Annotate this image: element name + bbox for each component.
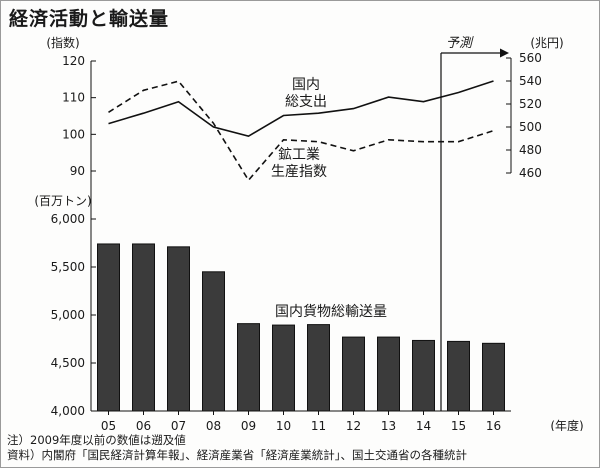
x-label-08: 08 <box>206 419 221 431</box>
series-line-1 <box>108 80 494 182</box>
forecast-arrow-head <box>500 48 509 58</box>
bar-tick-label-4: 6,000 <box>51 212 85 226</box>
x-label-06: 06 <box>136 419 151 431</box>
left-tick-label-120: 120 <box>62 54 85 68</box>
series-label-1-1: 生産指数 <box>271 164 327 180</box>
x-label-14: 14 <box>416 419 431 431</box>
series-line-0 <box>108 80 494 138</box>
right-tick-label-500: 500 <box>519 120 542 134</box>
bar-tick-label-3: 5,500 <box>51 260 85 274</box>
chart-svg: 90 100 110 120 460 480 500 520 540 560 4,000 4,500 5… <box>34 35 583 431</box>
series-label-0-0: 国内 <box>292 77 320 93</box>
left-tick-label-100: 100 <box>62 127 85 141</box>
x-label-15: 15 <box>451 419 466 431</box>
series-label-1-0: 鉱工業 <box>278 146 320 163</box>
footnote: 注）2009年度以前の数値は遡及値 <box>7 433 186 447</box>
bar-series-label: 国内貨物総輸送量 <box>275 303 387 320</box>
x-unit-label: (年度) <box>550 418 583 431</box>
x-label-10: 10 <box>276 419 291 431</box>
bar-07 <box>167 246 190 412</box>
x-label-16: 16 <box>486 419 501 431</box>
bar-16 <box>482 342 505 412</box>
bar-unit-label: (百万トン) <box>34 194 91 208</box>
bar-10 <box>272 324 295 412</box>
source-note: 資料）内閣府「国民経済計算年報」、経済産業省「経済産業統計」、国土交通省の各種統… <box>7 448 467 462</box>
bar-09 <box>237 323 260 412</box>
x-label-11: 11 <box>311 419 326 431</box>
right-tick-label-460: 460 <box>519 166 542 180</box>
bar-05 <box>97 243 120 412</box>
bar-08 <box>202 271 225 412</box>
bar-14 <box>412 339 435 412</box>
bar-tick-label-1: 4,500 <box>51 356 85 370</box>
left-tick-label-90: 90 <box>70 164 85 178</box>
bar-tick-label-0: 4,000 <box>51 404 85 418</box>
right-tick-label-480: 480 <box>519 143 542 157</box>
right-tick-label-560: 560 <box>519 51 542 65</box>
x-label-05: 05 <box>101 419 116 431</box>
x-label-09: 09 <box>241 419 256 431</box>
x-label-07: 07 <box>171 419 186 431</box>
right-unit-label: (兆円) <box>530 36 563 50</box>
chart-title: 経済活動と輸送量 <box>9 8 170 30</box>
left-unit-label: (指数) <box>46 35 79 50</box>
forecast-label: 予測 <box>446 36 474 51</box>
left-tick-label-110: 110 <box>62 91 85 105</box>
bar-12 <box>342 336 365 412</box>
series-label-0-1: 総支出 <box>285 94 327 110</box>
bar-tick-label-2: 5,000 <box>51 308 85 322</box>
notes: 注）2009年度以前の数値は遡及値 資料）内閣府「国民経済計算年報」、経済産業省… <box>7 433 467 463</box>
bar-15 <box>447 340 470 412</box>
right-tick-label-540: 540 <box>519 74 542 88</box>
bar-11 <box>307 324 330 412</box>
bar-06 <box>132 243 155 412</box>
right-tick-label-520: 520 <box>519 97 542 111</box>
x-label-12: 12 <box>346 419 361 431</box>
bar-13 <box>377 336 400 412</box>
x-label-13: 13 <box>381 419 396 431</box>
